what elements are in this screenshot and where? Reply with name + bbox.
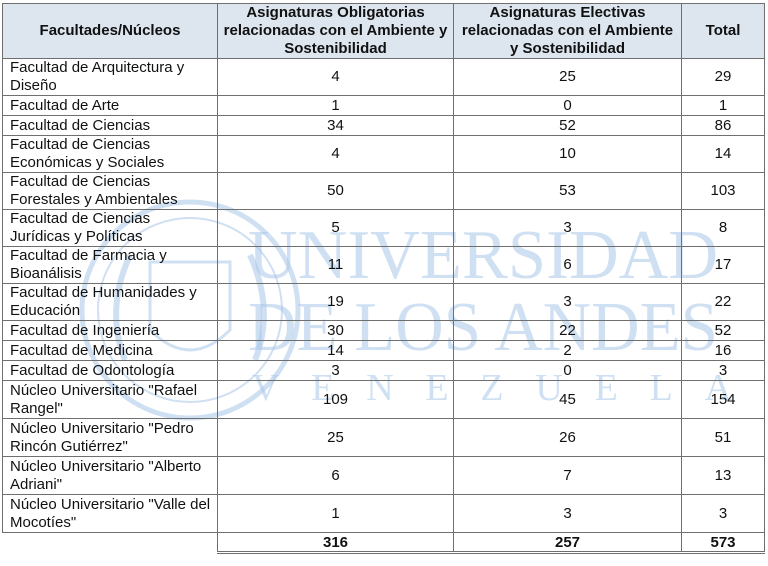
elective-count: 6 <box>453 246 682 284</box>
faculty-name: Facultad de Arte <box>2 95 218 116</box>
faculty-name: Facultad de Arquitectura y Diseño <box>2 58 218 96</box>
elective-count: 2 <box>453 340 682 361</box>
total-count: 86 <box>681 115 765 136</box>
total-count: 16 <box>681 340 765 361</box>
grand-total: 573 <box>681 532 765 554</box>
header-mandatory: Asignaturas Obligatorias relacionadas co… <box>217 3 454 59</box>
elective-count: 3 <box>453 494 682 533</box>
subjects-table: Facultades/Núcleos Asignaturas Obligator… <box>2 3 765 554</box>
elective-count: 45 <box>453 380 682 419</box>
table-row: Núcleo Universitario "Valle del Mocotíes… <box>2 494 765 533</box>
table-row: Núcleo Universitario "Rafael Rangel" 109… <box>2 380 765 419</box>
faculty-name: Facultad de Ciencias <box>2 115 218 136</box>
elective-count: 7 <box>453 456 682 495</box>
mandatory-count: 19 <box>217 283 454 321</box>
faculty-name: Facultad de Ingeniería <box>2 320 218 341</box>
faculty-name: Núcleo Universitario "Valle del Mocotíes… <box>2 494 218 533</box>
totals-row: 316 257 573 <box>2 532 765 554</box>
table-row: Facultad de Medicina 14 2 16 <box>2 340 765 361</box>
table-row: Facultad de Ciencias Forestales y Ambien… <box>2 172 765 210</box>
mandatory-count: 50 <box>217 172 454 210</box>
mandatory-count: 34 <box>217 115 454 136</box>
totals-blank-cell <box>2 532 218 553</box>
table-row: Facultad de Ciencias Jurídicas y Polític… <box>2 209 765 247</box>
total-count: 8 <box>681 209 765 247</box>
elective-count: 52 <box>453 115 682 136</box>
total-count: 14 <box>681 135 765 173</box>
elective-count: 0 <box>453 360 682 381</box>
total-count: 22 <box>681 283 765 321</box>
total-count: 1 <box>681 95 765 116</box>
total-count: 13 <box>681 456 765 495</box>
total-count: 103 <box>681 172 765 210</box>
table-row: Facultad de Arte 1 0 1 <box>2 95 765 116</box>
total-count: 29 <box>681 58 765 96</box>
faculty-name: Facultad de Ciencias Jurídicas y Polític… <box>2 209 218 247</box>
table-row: Núcleo Universitario "Alberto Adriani" 6… <box>2 456 765 495</box>
mandatory-count: 3 <box>217 360 454 381</box>
faculty-name: Facultad de Odontología <box>2 360 218 381</box>
mandatory-count: 1 <box>217 95 454 116</box>
faculty-name: Facultad de Farmacia y Bioanálisis <box>2 246 218 284</box>
mandatory-count: 6 <box>217 456 454 495</box>
mandatory-count: 1 <box>217 494 454 533</box>
table-row: Facultad de Ciencias 34 52 86 <box>2 115 765 136</box>
total-count: 3 <box>681 360 765 381</box>
total-count: 3 <box>681 494 765 533</box>
elective-count: 53 <box>453 172 682 210</box>
total-elective: 257 <box>453 532 682 554</box>
elective-count: 26 <box>453 418 682 457</box>
table-row: Facultad de Humanidades y Educación 19 3… <box>2 283 765 321</box>
header-total: Total <box>681 3 765 59</box>
elective-count: 10 <box>453 135 682 173</box>
mandatory-count: 109 <box>217 380 454 419</box>
faculty-name: Núcleo Universitario "Alberto Adriani" <box>2 456 218 495</box>
table-row: Facultad de Arquitectura y Diseño 4 25 2… <box>2 58 765 96</box>
elective-count: 0 <box>453 95 682 116</box>
table-row: Facultad de Farmacia y Bioanálisis 11 6 … <box>2 246 765 284</box>
faculty-name: Facultad de Humanidades y Educación <box>2 283 218 321</box>
mandatory-count: 4 <box>217 135 454 173</box>
mandatory-count: 5 <box>217 209 454 247</box>
faculty-name: Facultad de Medicina <box>2 340 218 361</box>
total-count: 52 <box>681 320 765 341</box>
faculty-name: Núcleo Universitario "Rafael Rangel" <box>2 380 218 419</box>
mandatory-count: 11 <box>217 246 454 284</box>
header-faculties: Facultades/Núcleos <box>2 3 218 59</box>
mandatory-count: 4 <box>217 58 454 96</box>
table-row: Facultad de Ingeniería 30 22 52 <box>2 320 765 341</box>
elective-count: 22 <box>453 320 682 341</box>
table-row: Núcleo Universitario "Pedro Rincón Gutié… <box>2 418 765 457</box>
total-count: 17 <box>681 246 765 284</box>
elective-count: 3 <box>453 209 682 247</box>
table-header-row: Facultades/Núcleos Asignaturas Obligator… <box>2 3 765 59</box>
mandatory-count: 25 <box>217 418 454 457</box>
elective-count: 3 <box>453 283 682 321</box>
table-row: Facultad de Odontología 3 0 3 <box>2 360 765 381</box>
mandatory-count: 14 <box>217 340 454 361</box>
faculty-name: Facultad de Ciencias Económicas y Social… <box>2 135 218 173</box>
faculty-name: Facultad de Ciencias Forestales y Ambien… <box>2 172 218 210</box>
elective-count: 25 <box>453 58 682 96</box>
mandatory-count: 30 <box>217 320 454 341</box>
total-count: 154 <box>681 380 765 419</box>
total-mandatory: 316 <box>217 532 454 554</box>
header-elective: Asignaturas Electivas relacionadas con e… <box>453 3 682 59</box>
table-row: Facultad de Ciencias Económicas y Social… <box>2 135 765 173</box>
faculty-name: Núcleo Universitario "Pedro Rincón Gutié… <box>2 418 218 457</box>
total-count: 51 <box>681 418 765 457</box>
